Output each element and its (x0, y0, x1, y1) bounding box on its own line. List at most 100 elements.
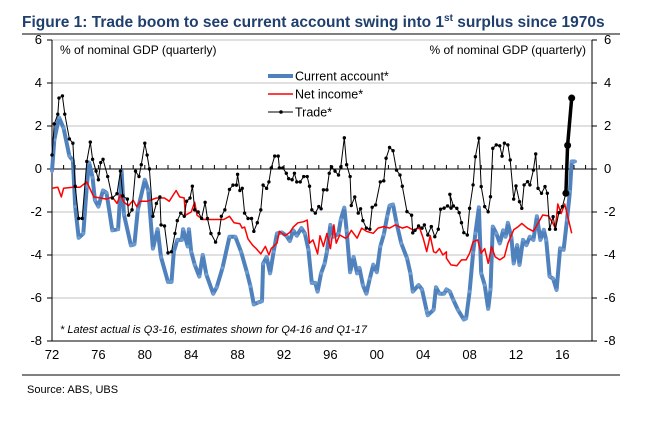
data-point-current-account (252, 302, 256, 307)
data-point-current-account (116, 227, 120, 231)
data-point-current-account (473, 231, 478, 236)
data-point-trade (80, 216, 84, 221)
data-point-trade (479, 184, 483, 189)
data-point-current-account (420, 287, 424, 292)
data-point-current-account (73, 204, 77, 209)
y-axis-label-right: % of nominal GDP (quarterly) (429, 43, 586, 57)
data-point-current-account (342, 205, 347, 210)
data-point-current-account (361, 283, 365, 287)
data-point-current-account (569, 159, 574, 164)
data-point-current-account (394, 220, 399, 225)
data-point-trade (196, 210, 200, 214)
data-point-current-account (122, 212, 126, 216)
x-tick-label: 76 (91, 347, 105, 362)
y-tick-label-right: 0 (604, 161, 611, 176)
data-point-trade (188, 196, 192, 200)
data-point-current-account (506, 220, 510, 225)
data-point-current-account (245, 270, 249, 275)
data-point-trade (118, 169, 123, 173)
data-point-trade (99, 160, 103, 165)
data-point-trade (416, 224, 421, 228)
data-point-trade (465, 233, 469, 237)
data-point-trade (242, 211, 247, 215)
data-point-trade (105, 174, 110, 179)
data-point-trade (342, 136, 347, 140)
data-point-current-account (542, 228, 546, 232)
data-point-trade (67, 137, 72, 141)
data-point-current-account (110, 228, 115, 233)
data-point-current-account (57, 115, 61, 120)
data-point-trade (162, 224, 167, 228)
data-point-current-account (239, 249, 243, 254)
y-tick-label-right: 4 (604, 75, 611, 90)
data-point-trade (147, 167, 152, 171)
data-point-trade (85, 159, 89, 164)
data-point-trade (557, 210, 561, 215)
data-point-current-account (90, 175, 95, 180)
data-point-current-account (132, 242, 137, 247)
data-point-trade (536, 186, 540, 191)
data-point-trade (184, 199, 189, 203)
data-point-trade (154, 201, 159, 206)
data-point-current-account (371, 262, 376, 267)
data-point-trade (284, 171, 289, 175)
data-point-current-account (181, 227, 185, 231)
data-point-trade (486, 210, 490, 214)
x-tick-label: 04 (416, 347, 430, 362)
data-point-trade (57, 96, 61, 100)
data-point-trade (491, 146, 495, 151)
data-point-trade (358, 207, 363, 211)
data-point-trade (240, 186, 244, 191)
data-point-current-account (467, 289, 472, 294)
data-point-trade (235, 172, 240, 177)
data-point-trade (539, 191, 544, 195)
data-point-trade (145, 153, 149, 157)
data-point-trade (90, 157, 95, 162)
data-point-current-account (488, 287, 493, 292)
data-point-trade (158, 195, 162, 199)
data-point-trade (139, 163, 144, 167)
data-point-current-account (497, 241, 502, 246)
data-point-current-account (511, 261, 516, 266)
data-point-trade (269, 166, 273, 170)
data-point-current-account (348, 270, 352, 275)
x-tick-label: 08 (462, 347, 476, 362)
data-point-current-account (233, 234, 238, 239)
data-point-current-account (81, 231, 86, 236)
data-point-trade (448, 192, 452, 197)
data-point-trade (429, 224, 434, 229)
data-point-current-account (271, 249, 276, 254)
data-point-trade (94, 169, 98, 173)
data-point-trade (199, 216, 204, 221)
data-point-current-account (260, 299, 264, 304)
data-point-current-account (442, 291, 446, 296)
data-point-current-account (368, 276, 372, 281)
axes: 6 64 42 20 0-2 -2-4 -4-6 -6-8 -872 76 80 84 88 92 96 00… (30, 32, 615, 362)
y-tick-label-right: -6 (604, 290, 616, 305)
data-point-trade (137, 174, 141, 179)
data-point-current-account (248, 284, 253, 288)
data-point-trade (405, 209, 409, 214)
data-point-trade-estimates (564, 141, 572, 149)
data-point-trade (159, 223, 163, 227)
data-point-trade (264, 186, 269, 191)
data-point-trade (488, 195, 493, 199)
data-point-current-account (288, 239, 292, 243)
data-point-trade (327, 171, 331, 175)
data-point-current-account (315, 289, 320, 294)
data-point-trade (422, 223, 427, 227)
data-point-current-account (544, 238, 548, 242)
data-point-current-account (491, 224, 495, 229)
data-point-current-account (416, 283, 421, 287)
data-point-trade (459, 221, 464, 225)
x-tick-label: 16 (555, 347, 569, 362)
data-point-trade (433, 235, 437, 239)
series-line-trade (51, 95, 567, 254)
data-point-current-account (391, 202, 395, 207)
data-point-current-account (136, 208, 140, 212)
data-point-trade (329, 165, 334, 169)
data-point-trade (348, 174, 352, 179)
data-point-current-account (364, 291, 369, 296)
data-point-current-account (175, 238, 180, 242)
data-point-trade (344, 163, 349, 167)
